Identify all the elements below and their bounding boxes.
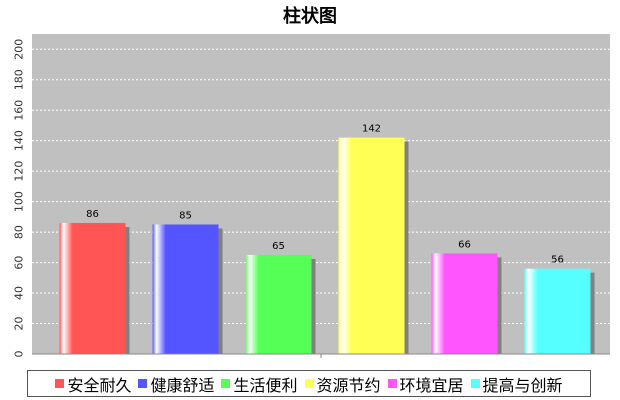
bar-value-label: 66: [458, 239, 471, 250]
y-tick-label: 120: [13, 161, 26, 182]
y-tick-label: 200: [13, 39, 26, 60]
bar: [245, 254, 312, 354]
chart-title: 柱状图: [283, 6, 337, 27]
legend-swatch: [304, 379, 314, 388]
legend-label: 资源节约: [316, 375, 381, 395]
legend-swatch: [221, 379, 231, 388]
y-tick-label: 80: [13, 225, 26, 239]
bar: [59, 222, 126, 354]
legend-label: 生活便利: [233, 375, 298, 395]
y-axis-ticks: 0 20 40 60 80 100 120 140 160 180 200: [13, 39, 26, 358]
y-tick-label: 140: [13, 130, 26, 151]
y-tick-label: 40: [13, 286, 26, 300]
legend-item: 健康舒适: [138, 372, 214, 396]
y-tick-label: 0: [13, 351, 26, 358]
y-tick-label: 100: [13, 191, 26, 212]
y-tick-label: 20: [13, 317, 26, 331]
legend-swatch: [138, 379, 148, 388]
legend-item: 安全耐久: [55, 372, 131, 396]
bar-value-label: 85: [179, 210, 192, 221]
bar-value-label: 142: [362, 124, 381, 135]
legend-label: 提高与创新: [482, 375, 563, 395]
legend-swatch: [55, 379, 65, 388]
legend-label: 环境宜居: [399, 375, 464, 395]
bar: [431, 253, 498, 354]
legend-label: 安全耐久: [67, 375, 132, 395]
legend-item: 资源节约: [304, 372, 381, 396]
legend: 安全耐久 健康舒适 生活便利 资源节约 环境宜居 提高与创新: [27, 370, 591, 397]
bar: [338, 137, 405, 354]
y-tick-label: 160: [13, 100, 26, 121]
grid-lines: [32, 48, 610, 325]
legend-item: 环境宜居: [387, 372, 464, 396]
data-labels: 86 85 65 142 66 56: [86, 124, 564, 266]
bar: [152, 224, 219, 354]
legend-swatch: [387, 379, 397, 388]
y-tick-label: 60: [13, 256, 26, 270]
bars: [59, 137, 591, 354]
bar: [524, 268, 591, 354]
bar-value-label: 56: [551, 255, 564, 266]
legend-label: 健康舒适: [150, 375, 215, 395]
legend-item: 提高与创新: [470, 372, 563, 396]
legend-swatch: [470, 379, 480, 388]
legend-item: 生活便利: [221, 372, 298, 396]
y-tick-label: 180: [13, 69, 26, 90]
bar-value-label: 86: [86, 209, 99, 220]
bar-value-label: 65: [272, 241, 285, 252]
